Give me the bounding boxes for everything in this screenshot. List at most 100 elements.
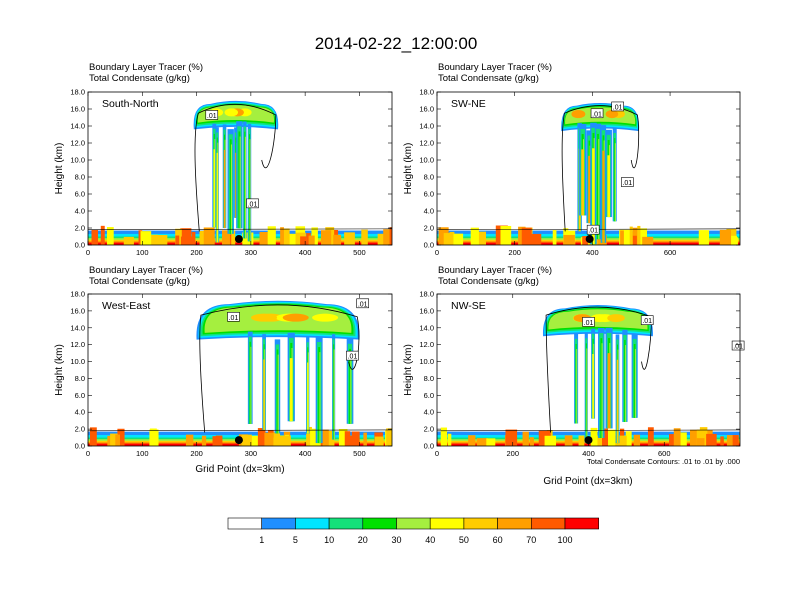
panel-3-bl-spike: [149, 428, 157, 446]
panel-4-core-column: [586, 348, 588, 443]
panel-1-ytick-label: 16.0: [70, 105, 85, 114]
panel-4-ytick-label: 14.0: [419, 323, 434, 332]
panel-3-bl-spike: [185, 434, 194, 446]
panel-2-bl-spike: [619, 229, 631, 245]
panel-1-ytick-label: 8.0: [75, 173, 85, 182]
panel-3-anvil-spot: [312, 313, 339, 322]
panel-3-ytick-label: 18.0: [70, 290, 85, 299]
panel-3-contour-label: .01: [358, 301, 368, 308]
panel-3-bl-spike: [374, 436, 384, 446]
panel-2-panel-label: SW-NE: [451, 98, 486, 110]
panel-3-core-column: [319, 352, 321, 444]
colorbar-label: 40: [425, 535, 435, 545]
panel-3-panel-label-bg: [96, 298, 168, 312]
panel-4-bl-spike: [440, 427, 448, 446]
panel-2-core-streak: [602, 150, 605, 243]
panel-3-x-axis-label: Grid Point (dx=3km): [195, 464, 284, 475]
colorbar-swatch: [497, 517, 532, 530]
panel-2-bl-spike: [563, 234, 575, 245]
panel-4-bl-spike: [447, 433, 452, 446]
colorbar-swatch: [261, 517, 296, 530]
panel-1-xtick-label: 100: [136, 248, 149, 257]
panel-1-bl-spike: [100, 225, 105, 245]
panel-3-ytick-label: 4.0: [75, 408, 85, 417]
panel-1-frame: [87, 91, 393, 246]
panel-3-contour-label: .01: [229, 315, 239, 322]
panel-4-ytick-label: 16.0: [419, 306, 434, 315]
panel-3-core-column: [333, 344, 335, 440]
colorbar-label: 70: [526, 535, 536, 545]
panel-2-xtick-label: 200: [508, 248, 521, 257]
panel-4-core-column: [634, 349, 636, 418]
panel-4-bl-spike: [486, 438, 496, 446]
panel-4-anvil-spot: [607, 314, 625, 323]
colorbar-label: 100: [557, 535, 572, 545]
panel-1-bl-spike: [191, 231, 196, 245]
panel-1-ytick-label: 10.0: [70, 156, 85, 165]
panel-1-xtick-label: 400: [299, 248, 312, 257]
panel-3-bl-spike: [201, 435, 207, 446]
panel-2-xtick-label: 0: [435, 248, 439, 257]
panel-1-panel-label: South-North: [102, 98, 159, 110]
panel-2-ytick-label: 0.0: [424, 241, 434, 250]
panel-4-core-column: [585, 343, 587, 443]
panel-4-bl-spike: [696, 438, 705, 446]
panel-4-ytick-label: 4.0: [424, 408, 434, 417]
panel-2-bl-spike: [453, 233, 464, 245]
panel-2-anvil-spot: [605, 110, 619, 119]
panel-2-ytick-label: 18.0: [419, 88, 434, 97]
panel-1-core-column: [229, 139, 232, 234]
panel-4-ytick-label: 12.0: [419, 340, 434, 349]
panel-1-field: [88, 100, 392, 245]
panel-4-bl-spike: [468, 435, 476, 446]
panel-3-bl-spike: [257, 428, 266, 446]
colorbar-swatch: [429, 517, 465, 530]
panel-2-contour-label: .01: [592, 111, 602, 118]
panel-2-core-column: [597, 133, 599, 240]
colorbar-swatch: [463, 517, 498, 530]
panel-1-core-column: [249, 139, 251, 242]
panel-3-frame: [87, 293, 393, 447]
panel-4-ytick-label: 10.0: [419, 357, 434, 366]
panel-4-bl-spike: [592, 436, 604, 446]
panel-4-core-column: [576, 349, 578, 424]
panel-3-bl-spike: [115, 434, 120, 446]
panel-1-ytick-label: 18.0: [70, 88, 85, 97]
panel-3-contour-label-box: [227, 311, 240, 322]
panel-1-header-condensate: Total Condensate (g/kg): [89, 73, 190, 84]
panel-1-bl-spike: [180, 236, 193, 245]
panel-1-bl-spike: [203, 227, 215, 245]
panel-4-panel-label-bg: [445, 298, 517, 312]
panel-3-bl-spike: [89, 427, 97, 446]
panel-3-ytick-label: 8.0: [75, 374, 85, 383]
panel-2-bl-spike: [521, 227, 532, 245]
panel-2-bl-spike: [638, 228, 648, 245]
colorbar-label: 60: [493, 535, 503, 545]
panel-4-xtick-label: 600: [658, 449, 671, 458]
panel-3-bl-spike: [273, 432, 281, 446]
panel-1-bl-spike: [140, 231, 152, 245]
panel-1-header-tracer: Boundary Layer Tracer (%): [89, 62, 203, 73]
panel-3-bl-spike: [310, 428, 321, 446]
panel-3-core-column: [276, 349, 279, 434]
panel-3-anvil-spot: [282, 313, 309, 322]
colorbar-swatch: [362, 517, 397, 530]
panel-3-panel-label: West-East: [102, 300, 150, 312]
panel-4-bl-spike: [615, 435, 627, 446]
panel-4-bl-spike: [647, 427, 654, 446]
panel-4-ytick-label: 0.0: [424, 442, 434, 451]
panel-1-bl-spike: [123, 236, 134, 245]
panel-1-core-column: [230, 144, 232, 234]
panel-4-core-column: [575, 343, 577, 424]
panel-1-xtick-label: 500: [353, 248, 366, 257]
panel-1-bl-spike: [300, 236, 307, 245]
panel-2-bl-spike: [637, 225, 641, 245]
panel-3-bl-spike: [264, 432, 275, 446]
panel-4-bl-spike: [633, 434, 641, 446]
panel-3-bl-spike: [250, 435, 259, 446]
panel-4-bl-spike: [522, 431, 529, 446]
panel-4-contour-line: [545, 306, 652, 433]
panel-4-location-marker: [584, 436, 593, 445]
colorbar-label: 5: [293, 535, 298, 545]
panel-3-field: [88, 300, 392, 446]
